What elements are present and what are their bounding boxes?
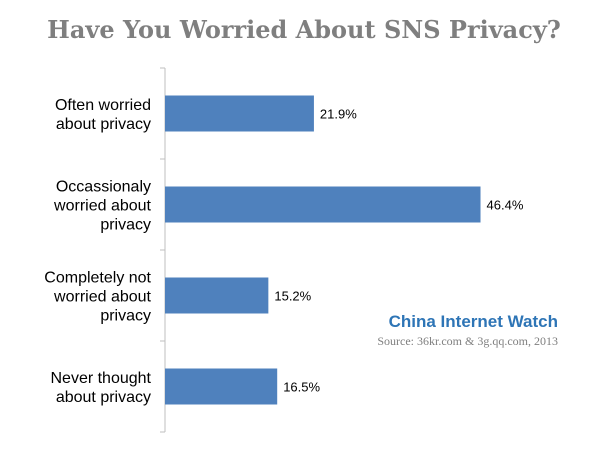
watermark-brand: China Internet Watch (389, 312, 558, 331)
category-label: about privacy (56, 116, 151, 133)
source-note: Source: 36kr.com & 3g.qq.com, 2013 (377, 334, 558, 348)
labels-layer: 21.9% Often worried about privacy 46.4% Occa… (44, 97, 524, 406)
category-label: Occassionaly (56, 179, 151, 196)
bar (165, 186, 481, 223)
category-label: worried about (53, 289, 152, 306)
chart-title: Have You Worried About SNS Privacy? (47, 15, 561, 44)
bar (165, 368, 278, 405)
category-label: Never thought (50, 370, 151, 387)
axis-layer (160, 67, 166, 433)
category-label: about privacy (56, 389, 151, 406)
data-label: 16.5% (283, 380, 320, 395)
data-label: 15.2% (274, 289, 311, 304)
bar (165, 277, 269, 314)
bars-layer (165, 95, 481, 405)
data-label: 46.4% (487, 198, 524, 213)
category-label: worried about (53, 198, 152, 215)
category-label: Often worried (55, 97, 151, 114)
bar (165, 95, 314, 132)
category-label: privacy (100, 217, 151, 234)
category-label: privacy (100, 308, 151, 325)
data-label: 21.9% (320, 107, 357, 122)
category-label: Completely not (44, 270, 151, 287)
